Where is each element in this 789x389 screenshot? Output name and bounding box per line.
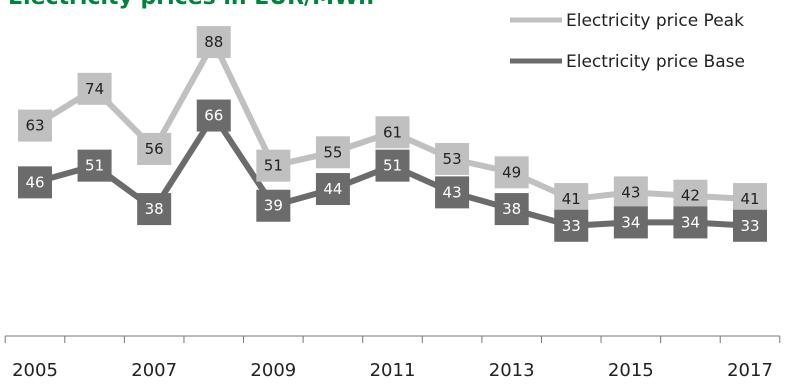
data-label-base: 66 <box>204 107 223 125</box>
data-label-base: 34 <box>621 213 640 231</box>
data-point-base <box>256 189 291 222</box>
data-label-base: 51 <box>85 157 104 175</box>
legend-label-base: Electricity price Base <box>566 52 745 72</box>
data-point-base <box>435 176 470 209</box>
x-tick-label: 2017 <box>727 360 773 381</box>
chart-title: Electricity prices in EUR/MWh <box>8 0 374 10</box>
data-point-base <box>196 99 231 132</box>
data-point-base <box>554 209 589 242</box>
series-markers: 63 74 56 88 51 55 61 53 49 41 43 42 41 46 51 38 66 39 44 51… <box>18 26 767 242</box>
data-label-base: 39 <box>264 197 283 215</box>
data-point-base <box>733 209 767 242</box>
data-label-base: 34 <box>681 213 700 231</box>
legend: Electricity price Peak Electricity price… <box>510 11 745 72</box>
data-point-peak <box>315 136 350 169</box>
data-point-peak <box>435 142 470 175</box>
data-label-peak: 61 <box>383 123 402 141</box>
data-point-peak <box>613 176 648 209</box>
x-tick-label: 2005 <box>12 360 58 381</box>
x-tick-label: 2013 <box>489 360 535 381</box>
data-label-peak: 88 <box>204 33 223 51</box>
data-point-peak <box>77 72 112 105</box>
data-label-peak: 43 <box>621 183 640 201</box>
data-point-base <box>494 193 529 226</box>
data-point-peak <box>375 116 410 149</box>
data-label-base: 38 <box>145 200 164 218</box>
data-label-peak: 41 <box>562 190 581 208</box>
data-point-base <box>673 206 708 239</box>
x-tick-label: 2007 <box>131 360 177 381</box>
x-tick-label: 2015 <box>608 360 654 381</box>
data-point-peak <box>733 183 767 216</box>
data-label-peak: 49 <box>502 163 521 181</box>
data-label-peak: 53 <box>443 150 462 168</box>
data-label-base: 51 <box>383 157 402 175</box>
x-axis: 2005 2007 2009 2011 2013 2015 2017 <box>4 335 781 381</box>
data-point-base <box>137 193 172 226</box>
data-label-peak: 41 <box>740 190 759 208</box>
data-point-peak <box>137 132 172 165</box>
data-point-peak <box>554 183 589 216</box>
data-point-base <box>375 149 410 182</box>
data-label-base: 33 <box>740 217 759 235</box>
data-label-peak: 56 <box>145 140 164 158</box>
data-label-base: 44 <box>323 180 342 198</box>
data-point-peak <box>494 156 529 189</box>
data-label-base: 46 <box>25 173 44 191</box>
data-label-peak: 63 <box>25 117 44 135</box>
data-label-peak: 51 <box>264 157 283 175</box>
data-point-base <box>613 206 648 239</box>
x-tick-label: 2011 <box>370 360 416 381</box>
data-point-peak <box>673 179 708 212</box>
data-point-base <box>18 166 52 199</box>
data-point-base <box>77 149 112 182</box>
data-point-peak <box>18 109 52 142</box>
data-point-base <box>315 173 350 206</box>
x-tick-label: 2009 <box>250 360 296 381</box>
data-point-peak <box>256 149 291 182</box>
data-label-peak: 55 <box>323 143 342 161</box>
data-point-peak <box>196 26 231 59</box>
data-label-base: 38 <box>502 200 521 218</box>
data-label-peak: 74 <box>85 80 104 98</box>
legend-label-peak: Electricity price Peak <box>566 11 744 31</box>
data-label-base: 43 <box>443 183 462 201</box>
data-label-peak: 42 <box>681 187 700 205</box>
data-label-base: 33 <box>562 217 581 235</box>
